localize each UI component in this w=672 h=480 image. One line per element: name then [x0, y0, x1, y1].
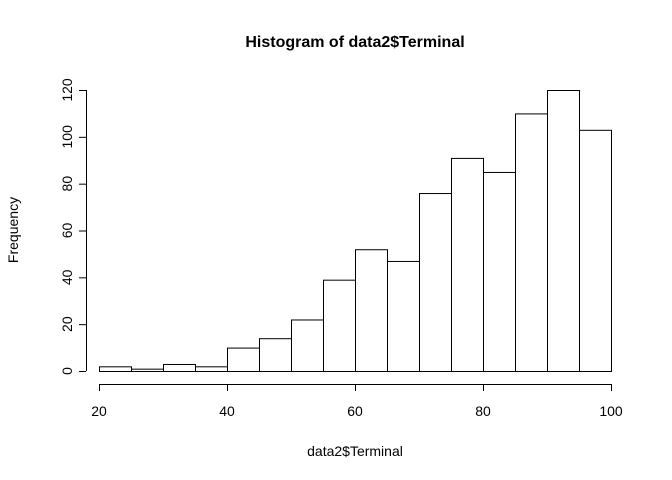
x-tick-label: 60 — [347, 403, 363, 419]
x-axis-label: data2$Terminal — [307, 443, 403, 459]
histogram-bar — [515, 113, 548, 373]
histogram-bar — [291, 319, 324, 373]
histogram-bar — [451, 157, 484, 372]
histogram-bar — [195, 366, 228, 373]
histogram-bar — [547, 90, 580, 372]
y-tick-label: 0 — [59, 367, 75, 375]
histogram-bar — [483, 171, 516, 372]
y-axis-label: Frequency — [5, 197, 21, 263]
histogram-bar — [419, 193, 452, 372]
y-tick-label: 20 — [59, 316, 75, 332]
y-tick-label: 40 — [59, 269, 75, 285]
x-axis: 20 40 60 80 100 — [91, 384, 623, 419]
histogram-bar — [323, 279, 356, 372]
x-tick-label: 80 — [475, 403, 491, 419]
histogram-bar — [227, 347, 260, 373]
histogram-bar — [259, 338, 292, 373]
histogram-bar — [579, 129, 612, 372]
histogram-bar — [387, 260, 420, 373]
y-axis: 0 20 40 60 80 100 120 — [59, 78, 87, 375]
y-tick-label: 80 — [59, 176, 75, 192]
x-tick-label: 20 — [91, 403, 107, 419]
histogram-bar — [99, 366, 132, 373]
y-tick-label: 100 — [59, 125, 75, 149]
chart-title: Histogram of data2$Terminal — [245, 34, 464, 51]
y-tick-label: 60 — [59, 223, 75, 239]
y-tick-label: 120 — [59, 78, 75, 102]
x-tick-label: 100 — [599, 403, 623, 419]
bars-group — [99, 90, 612, 373]
histogram-bar — [355, 249, 388, 373]
histogram-bar — [163, 363, 196, 373]
histogram-bar — [131, 368, 164, 372]
x-tick-label: 40 — [219, 403, 235, 419]
